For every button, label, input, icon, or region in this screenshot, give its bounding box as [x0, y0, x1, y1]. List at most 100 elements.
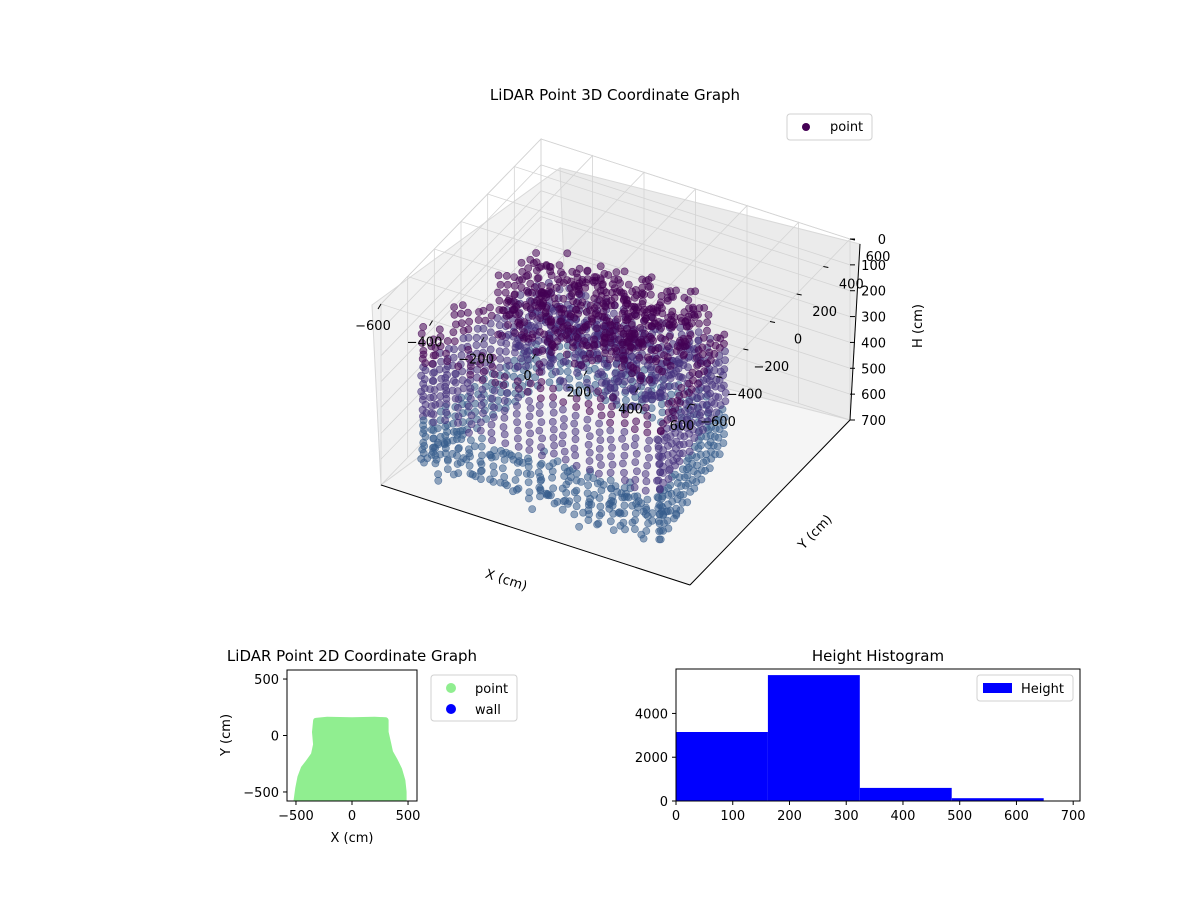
- cloud-point: [463, 379, 472, 387]
- cloud-point: [514, 468, 523, 477]
- cloud-point: [489, 413, 498, 422]
- cloud-point: [429, 335, 438, 344]
- cloud-point: [597, 461, 605, 469]
- cloud-point: [643, 444, 652, 453]
- cloud-point: [487, 428, 496, 437]
- grid-line-h-1: [380, 164, 851, 331]
- legend-2d-label-point: point: [475, 682, 508, 697]
- cloud-point: [500, 430, 509, 439]
- cloud-point: [646, 365, 655, 374]
- cloud-point: [575, 522, 583, 531]
- cloud-point: [637, 530, 646, 539]
- cloud-point: [618, 340, 627, 349]
- x-tick-label-2d: 0: [348, 809, 356, 824]
- y-tick-label-3d: 600: [866, 250, 891, 265]
- cloud-point: [653, 303, 662, 312]
- cloud-point: [563, 249, 572, 258]
- cloud-point: [720, 413, 729, 422]
- cloud-point: [657, 324, 665, 332]
- cloud-point: [496, 478, 505, 487]
- cloud-point: [421, 359, 430, 367]
- cloud-point: [488, 353, 497, 362]
- cloud-point: [614, 275, 623, 284]
- cloud-point: [523, 286, 531, 295]
- cloud-point: [656, 468, 665, 477]
- x-tick-label-3d: −400: [407, 336, 443, 351]
- cloud-point: [622, 301, 630, 310]
- cloud-point: [595, 419, 603, 428]
- x-tick-label-hist: 100: [720, 809, 745, 824]
- cloud-point: [502, 271, 511, 280]
- cloud-point: [631, 434, 640, 442]
- cloud-point: [517, 331, 526, 339]
- cloud-point: [454, 412, 463, 421]
- cloud-point: [646, 282, 654, 291]
- cloud-point: [476, 475, 485, 483]
- cloud-point: [588, 356, 597, 365]
- cloud-point: [560, 472, 569, 480]
- cloud-point: [560, 463, 569, 472]
- x-tick-label-3d: 600: [670, 419, 695, 434]
- cloud-point: [486, 303, 494, 312]
- cloud-point: [596, 394, 605, 403]
- cloud-point: [443, 357, 452, 366]
- cloud-point: [551, 367, 560, 376]
- cloud-point: [608, 492, 617, 501]
- cloud-point: [664, 313, 672, 322]
- cloud-point: [495, 347, 504, 356]
- cloud-point: [689, 303, 697, 312]
- cloud-point: [596, 502, 605, 511]
- cloud-point: [440, 440, 449, 449]
- cloud-point: [465, 317, 474, 326]
- cloud-point: [526, 429, 534, 438]
- cloud-point: [595, 428, 604, 437]
- cloud-point: [605, 355, 614, 364]
- x-tick-label-hist: 700: [1061, 809, 1086, 824]
- cloud-point: [601, 380, 610, 388]
- cloud-point: [535, 426, 544, 435]
- cloud-point: [431, 459, 440, 468]
- point-region-2d: [293, 716, 407, 801]
- cloud-point: [478, 434, 486, 443]
- cloud-point: [514, 426, 522, 435]
- y-tick-3d: [823, 266, 829, 268]
- cloud-point: [548, 467, 557, 476]
- cloud-point: [463, 308, 472, 317]
- legend-3d-frame: [786, 113, 873, 141]
- cloud-point: [467, 420, 476, 429]
- cloud-point: [486, 345, 495, 354]
- cloud-point: [630, 425, 639, 433]
- cloud-point: [538, 451, 546, 460]
- cloud-point: [584, 399, 593, 408]
- cloud-point: [535, 263, 544, 272]
- cloud-point: [528, 311, 537, 320]
- cloud-point: [647, 345, 656, 354]
- cloud-point: [549, 408, 558, 417]
- cloud-point: [703, 318, 711, 327]
- cloud-point: [476, 426, 485, 435]
- cloud-point: [638, 297, 647, 306]
- cloud-point: [610, 309, 618, 318]
- cloud-point: [502, 389, 511, 397]
- cloud-point: [636, 323, 645, 332]
- cloud-point: [593, 301, 602, 310]
- histogram-bar: [859, 787, 952, 801]
- cloud-point: [673, 479, 682, 487]
- cloud-point: [632, 417, 640, 426]
- cloud-point: [558, 439, 567, 448]
- cloud-point: [571, 451, 580, 460]
- cloud-point: [594, 519, 603, 528]
- cloud-point: [430, 368, 439, 377]
- chart-3d-title: LiDAR Point 3D Coordinate Graph: [490, 86, 740, 104]
- cloud-point: [572, 486, 581, 495]
- cloud-point: [601, 328, 610, 337]
- cloud-point: [670, 313, 679, 321]
- x-axis-label-3d: X (cm): [483, 567, 529, 595]
- cloud-point: [643, 428, 652, 437]
- cloud-point: [570, 282, 579, 291]
- cloud-point: [450, 310, 459, 319]
- cloud-point: [545, 361, 554, 370]
- cloud-point: [594, 387, 603, 396]
- cloud-point: [526, 404, 535, 413]
- cloud-point: [608, 460, 617, 469]
